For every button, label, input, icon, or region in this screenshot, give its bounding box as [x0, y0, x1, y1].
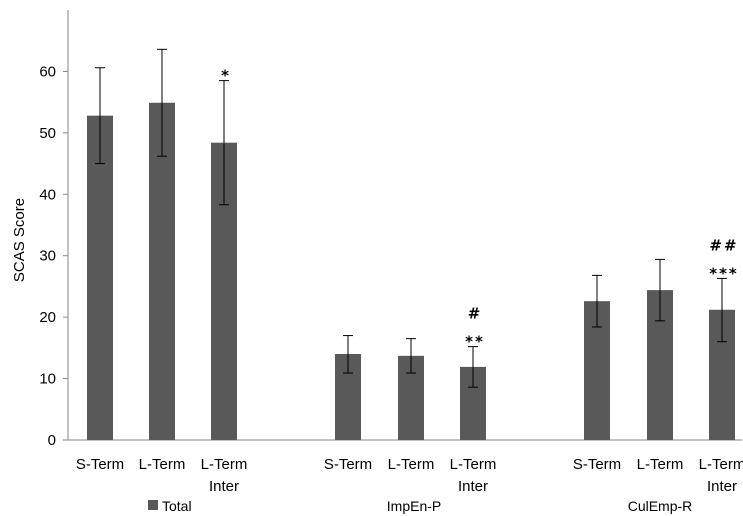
y-tick-label: 30: [39, 248, 56, 265]
x-tick-label: S-Term: [76, 456, 124, 473]
category-labels: S-Term L-Term L-Term Inter S-Term L-Term L-Ter…: [76, 456, 743, 495]
significance-annotation: ***: [709, 264, 739, 282]
x-tick-label: L-Term: [201, 456, 248, 473]
significance-annotation: ##: [709, 236, 738, 254]
y-tick-label: 50: [39, 125, 56, 142]
x-tick-label: L-Term: [388, 456, 435, 473]
y-tick-label: 10: [39, 371, 56, 388]
group-label: CulEmp-R: [628, 498, 693, 514]
significance-annotation: #: [468, 305, 483, 323]
y-axis-label: SCAS Score: [11, 198, 28, 282]
x-tick-label: S-Term: [573, 456, 621, 473]
y-tick-label: 60: [39, 63, 56, 80]
y-axis: 0 10 20 30 40 50 60: [39, 10, 742, 449]
x-tick-label: L-Term: [699, 456, 743, 473]
group-label: ImpEn-P: [387, 498, 441, 514]
bar: [87, 115, 113, 441]
error-bars: [95, 48, 727, 388]
y-tick-label: 20: [39, 309, 56, 326]
significance-annotation: *: [221, 67, 231, 85]
x-tick-label: L-Term: [637, 456, 684, 473]
x-tick-label: Inter: [707, 478, 737, 495]
x-tick-label: L-Term: [450, 456, 497, 473]
annotations: * # ** ## ***: [221, 67, 739, 351]
x-tick-label: L-Term: [139, 456, 186, 473]
bars: [87, 102, 735, 441]
y-tick-label: 40: [39, 186, 56, 203]
bar: [149, 102, 175, 440]
group-labels: ImpEn-P CulEmp-R: [387, 498, 693, 514]
x-tick-label: Inter: [209, 478, 239, 495]
legend: Total: [148, 498, 192, 514]
legend-label: Total: [162, 498, 192, 514]
x-tick-label: S-Term: [324, 456, 372, 473]
significance-annotation: **: [465, 333, 485, 351]
y-tick-label: 0: [48, 432, 56, 449]
x-tick-label: Inter: [458, 478, 488, 495]
legend-swatch: [148, 500, 158, 510]
